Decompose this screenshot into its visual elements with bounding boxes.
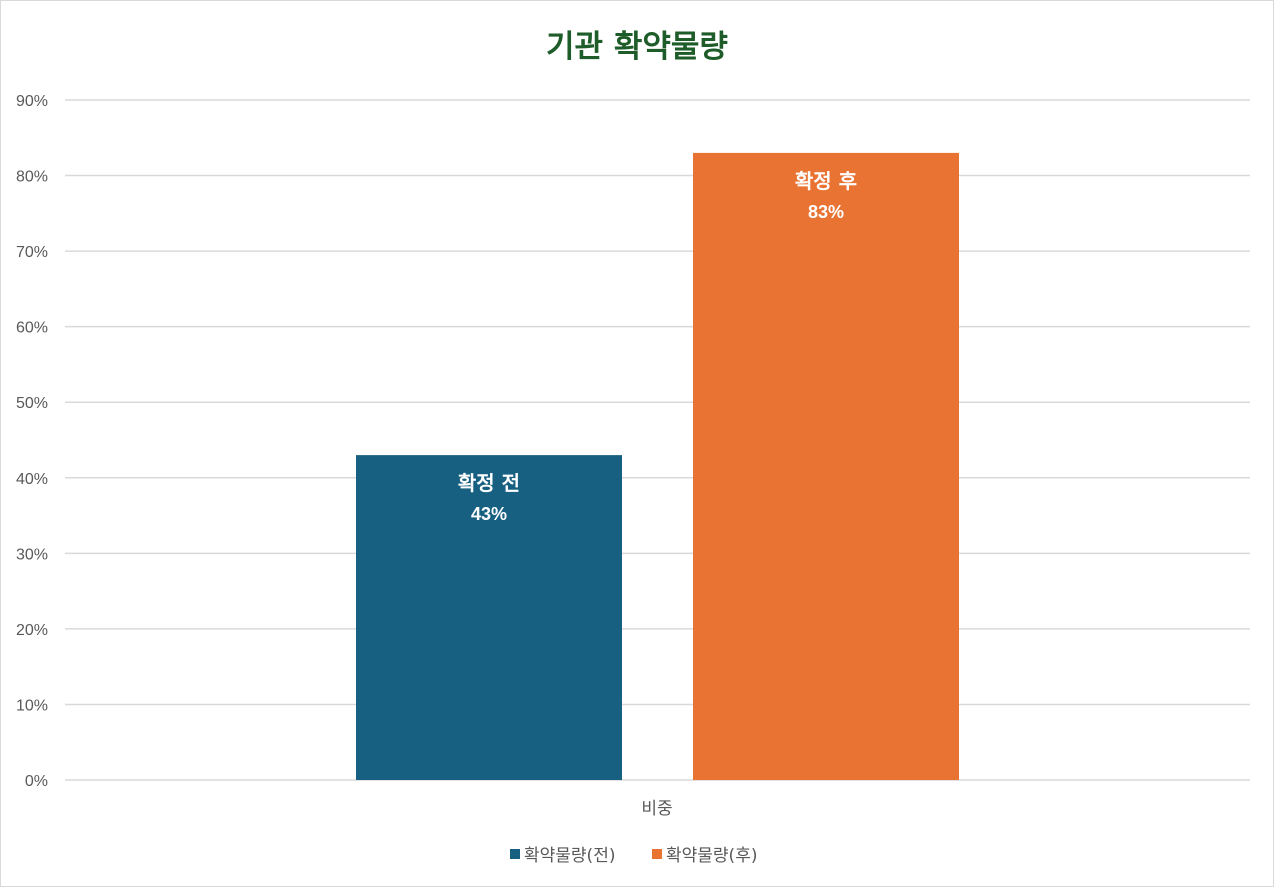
gridlines [65,99,1250,781]
bar [356,455,622,780]
y-tick-label: 90% [16,93,48,110]
y-tick-label: 10% [16,697,48,714]
bar [693,152,959,780]
y-tick-label: 30% [16,546,48,563]
y-tick-label: 20% [16,622,48,639]
y-tick-label: 60% [16,320,48,337]
bar-label: 확정 후 [795,169,857,193]
chart-title: 기관 확약물량 [546,29,728,65]
bar-label: 확정 전 [458,471,520,495]
x-category-label: 비중 [641,799,672,819]
y-tick-label: 80% [16,169,48,186]
y-tick-label: 0% [25,773,48,790]
y-axis-ticks: 0% 10% 20% 30% 40% 50% 60% 70% 80% 90% [16,93,48,790]
y-tick-label: 70% [16,244,48,261]
legend: 확약물량(전) 확약물량(후) [510,846,757,866]
legend-entry: 확약물량(전) [524,846,615,866]
bar-value-label: 83% [808,202,844,222]
bars: 확정 전 43% 확정 후 83% [356,152,959,780]
y-tick-label: 50% [16,395,48,412]
bar-value-label: 43% [471,504,507,524]
legend-swatch [510,849,520,859]
y-tick-label: 40% [16,471,48,488]
legend-swatch [652,849,662,859]
legend-entry: 확약물량(후) [666,846,757,866]
